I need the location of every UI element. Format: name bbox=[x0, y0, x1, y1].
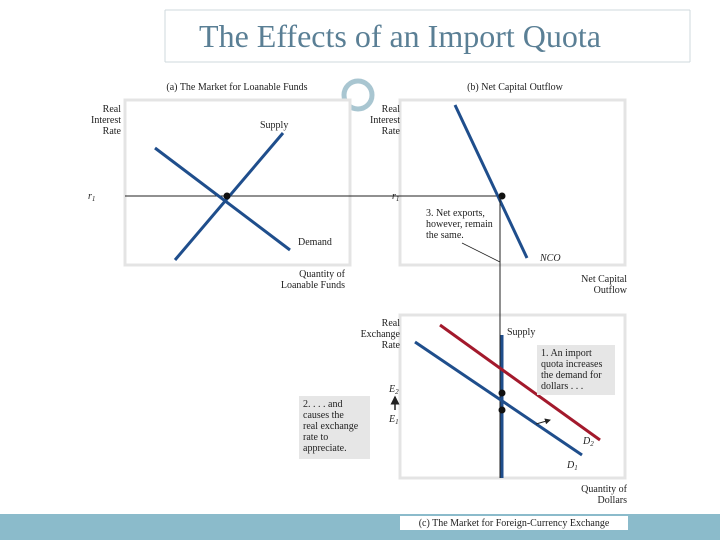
leader-line bbox=[461, 242, 501, 263]
arrow bbox=[535, 418, 551, 425]
x-axis-label: Quantity of Dollars bbox=[581, 484, 627, 506]
demand-curve bbox=[154, 146, 291, 252]
curve-label: NCO bbox=[539, 253, 561, 264]
note-box bbox=[299, 396, 370, 459]
panel-title: (b) Net Capital Outflow bbox=[467, 82, 564, 93]
equilibrium-point bbox=[223, 192, 231, 200]
panel-title: (c) The Market for Foreign-Currency Exch… bbox=[419, 518, 610, 529]
note: 2. . . . and causes the real exchange rate … bbox=[303, 399, 359, 454]
curve-label: D2 bbox=[582, 436, 594, 448]
note-box bbox=[537, 345, 615, 395]
y-axis-label: Real Interest Rate bbox=[91, 104, 122, 137]
panel-title-box bbox=[400, 516, 628, 530]
panel-title: (a) The Market for Loanable Funds bbox=[166, 82, 307, 93]
rate-label: r1 bbox=[392, 191, 399, 203]
rate-label: r1 bbox=[88, 191, 95, 203]
demand-curve-2 bbox=[439, 323, 601, 442]
curve-label: Supply bbox=[260, 120, 288, 131]
y-axis-label: Real Exchange Rate bbox=[361, 318, 401, 351]
note: 3. Net exports, however, remain the same. bbox=[426, 208, 493, 241]
equilibrium-point bbox=[498, 406, 506, 414]
nco-curve bbox=[453, 104, 529, 259]
x-axis-label: Quantity of Loanable Funds bbox=[281, 269, 346, 291]
curve-label: D1 bbox=[566, 460, 578, 472]
plot-area bbox=[398, 313, 627, 480]
plot-area bbox=[123, 98, 352, 267]
curve-label: Demand bbox=[298, 237, 332, 248]
plot-area bbox=[398, 98, 627, 267]
demand-curve-1 bbox=[414, 340, 583, 457]
slide-title: The Effects of an Import Quota bbox=[199, 18, 601, 54]
rate-label: E1 bbox=[388, 414, 399, 426]
x-axis-label: Net Capital Outflow bbox=[581, 274, 628, 296]
y-axis-label: Real Interest Rate bbox=[370, 104, 401, 137]
rate-label: E2 bbox=[388, 384, 399, 396]
note: 1. An import quota increases the demand fo… bbox=[541, 348, 602, 392]
equilibrium-point bbox=[498, 389, 506, 397]
decoration-circle bbox=[341, 78, 375, 112]
curve-label: Supply bbox=[507, 327, 535, 338]
